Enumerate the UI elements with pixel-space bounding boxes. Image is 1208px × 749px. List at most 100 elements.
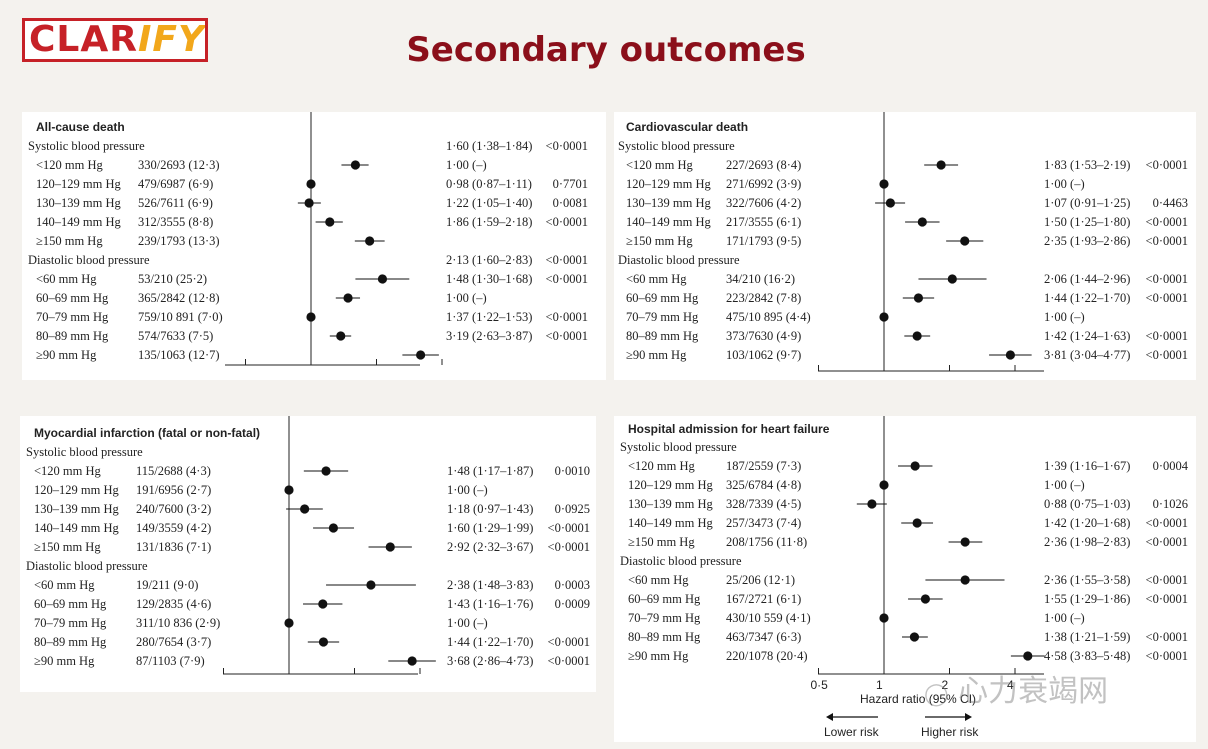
group-label: Diastolic blood pressure	[26, 559, 148, 573]
wechat-icon: ◯	[924, 682, 949, 707]
row-label: 60–69 mm Hg	[34, 597, 107, 611]
row-label: ≥90 mm Hg	[34, 654, 95, 668]
group-label: Systolic blood pressure	[618, 139, 735, 153]
row-p-value: <0·0001	[1145, 348, 1188, 362]
x-tick-label: 4	[1007, 678, 1014, 692]
row-hazard-ratio: 1·00 (–)	[447, 483, 488, 497]
row-hazard-ratio: 1·00 (–)	[1044, 177, 1085, 191]
row-events: 311/10 836 (2·9)	[136, 616, 221, 630]
group-label: Systolic blood pressure	[620, 440, 737, 454]
row-label: 70–79 mm Hg	[628, 611, 701, 625]
hazard-ratio-point	[385, 542, 395, 552]
row-label: 120–129 mm Hg	[34, 483, 119, 497]
hazard-ratio-point	[917, 217, 927, 227]
row-label: 60–69 mm Hg	[626, 291, 699, 305]
group-label: Systolic blood pressure	[26, 445, 143, 459]
row-events: 187/2559 (7·3)	[726, 459, 802, 473]
row-p-value: 0·1026	[1152, 497, 1188, 511]
row-p-value: <0·0001	[1145, 272, 1188, 286]
row-p-value: <0·0001	[547, 635, 590, 649]
row-label: ≥150 mm Hg	[34, 540, 101, 554]
hazard-ratio-point	[377, 274, 388, 284]
row-hazard-ratio: 2·36 (1·55–3·58)	[1044, 573, 1131, 587]
row-events: 220/1078 (20·4)	[726, 649, 808, 663]
row-p-value: 0·0925	[554, 502, 590, 516]
row-hazard-ratio: 1·83 (1·53–2·19)	[1044, 158, 1131, 172]
row-hazard-ratio: 0·88 (0·75–1·03)	[1044, 497, 1131, 511]
row-events: 208/1756 (11·8)	[726, 535, 808, 549]
logo-text-clar: CLAR	[29, 19, 138, 60]
row-hazard-ratio: 1·18 (0·97–1·43)	[447, 502, 534, 516]
watermark-text: 心力衰竭网	[958, 674, 1109, 709]
hazard-ratio-point	[321, 466, 331, 476]
row-label: 130–139 mm Hg	[628, 497, 713, 511]
row-p-value: 0·0010	[554, 464, 590, 478]
hazard-ratio-point	[407, 656, 417, 666]
x-tick-label: 2	[941, 678, 949, 692]
row-hazard-ratio: 1·86 (1·59–2·18)	[446, 215, 533, 229]
row-events: 34/210 (16·2)	[726, 272, 796, 286]
row-hazard-ratio: 1·48 (1·17–1·87)	[447, 464, 534, 478]
higher-risk-arrowhead	[965, 713, 972, 721]
row-label: <60 mm Hg	[626, 272, 687, 286]
row-label: ≥90 mm Hg	[628, 649, 689, 663]
hazard-ratio-point	[913, 293, 924, 303]
row-hazard-ratio: 0·98 (0·87–1·11)	[446, 177, 532, 191]
row-p-value: <0·0001	[1145, 535, 1188, 549]
row-hazard-ratio: 1·42 (1·24–1·63)	[1044, 329, 1131, 343]
row-hazard-ratio: 2·06 (1·44–2·96)	[1044, 272, 1131, 286]
row-hazard-ratio: 1·39 (1·16–1·67)	[1044, 459, 1131, 473]
hazard-ratio-point	[879, 179, 889, 189]
higher-risk-label: Higher risk	[921, 725, 979, 739]
row-events: 475/10 895 (4·4)	[726, 310, 811, 324]
row-events: 217/3555 (6·1)	[726, 215, 802, 229]
panel-title: Hospital admission for heart failure	[628, 422, 830, 436]
panel-title: Cardiovascular death	[626, 120, 749, 134]
row-p-value: <0·0001	[547, 540, 590, 554]
hazard-ratio-point	[879, 613, 889, 623]
row-hazard-ratio: 1·00 (–)	[1044, 310, 1085, 324]
hazard-ratio-point	[947, 274, 957, 284]
row-label: ≥150 mm Hg	[628, 535, 695, 549]
row-p-value: 0·7701	[552, 177, 588, 191]
panel-myocardial-infarction: Myocardial infarction (fatal or non-fata…	[20, 416, 596, 692]
panel-cardiovascular-death: Cardiovascular death Systolic blood press…	[614, 112, 1196, 380]
row-events: 257/3473 (7·4)	[726, 516, 802, 530]
row-label: 130–139 mm Hg	[36, 196, 121, 210]
row-p-value: <0·0001	[545, 215, 588, 229]
row-events: 373/7630 (4·9)	[726, 329, 802, 343]
row-events: 149/3559 (4·2)	[136, 521, 212, 535]
row-label: 80–89 mm Hg	[36, 329, 109, 343]
row-hazard-ratio: 1·00 (–)	[1044, 611, 1085, 625]
x-tick-label: 0·5	[810, 678, 828, 692]
row-events: 227/2693 (8·4)	[726, 158, 802, 172]
row-events: 322/7606 (4·2)	[726, 196, 802, 210]
row-label: <120 mm Hg	[36, 158, 103, 172]
row-label: 130–139 mm Hg	[34, 502, 119, 516]
row-hazard-ratio: 2·38 (1·48–3·83)	[447, 578, 534, 592]
row-events: 328/7339 (4·5)	[726, 497, 802, 511]
group-label: Diastolic blood pressure	[618, 253, 740, 267]
row-events: 171/1793 (9·5)	[726, 234, 802, 248]
row-events: 330/2693 (12·3)	[138, 158, 220, 172]
row-events: 103/1062 (9·7)	[726, 348, 802, 362]
hazard-ratio-point	[284, 618, 294, 628]
hazard-ratio-point	[960, 575, 970, 585]
hazard-ratio-point	[912, 331, 922, 341]
row-events: 759/10 891 (7·0)	[138, 310, 223, 324]
row-p-value: <0·0001	[1145, 516, 1188, 530]
row-events: 115/2688 (4·3)	[136, 464, 211, 478]
row-hazard-ratio: 1·22 (1·05–1·40)	[446, 196, 533, 210]
hazard-ratio-point	[306, 179, 316, 189]
row-hazard-ratio: 1·60 (1·29–1·99)	[447, 521, 534, 535]
forest-plot-svg	[223, 416, 436, 675]
slide-title-text: Secondary outcomes	[406, 30, 806, 70]
watermark: ◯ 心力衰竭网	[924, 666, 1108, 710]
row-p-value: <0·0001	[545, 329, 588, 343]
hazard-ratio-point	[912, 518, 922, 528]
row-events: 365/2842 (12·8)	[138, 291, 220, 305]
group-overall-hr: 2·13 (1·60–2·83)	[446, 253, 533, 267]
row-hazard-ratio: 2·36 (1·98–2·83)	[1044, 535, 1131, 549]
row-hazard-ratio: 1·44 (1·22–1·70)	[1044, 291, 1131, 305]
row-label: <60 mm Hg	[34, 578, 95, 592]
